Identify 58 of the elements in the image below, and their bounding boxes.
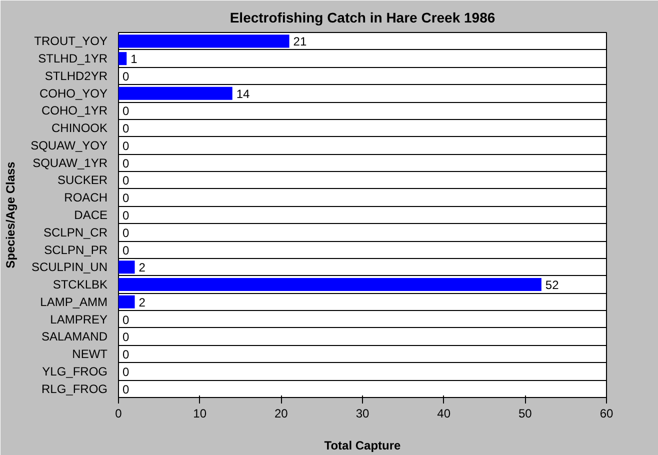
data-label: 0 [122, 208, 130, 222]
bar [118, 278, 542, 292]
y-tick-label: RLG_FROG [41, 382, 108, 396]
y-tick-label: LAMPREY [50, 312, 108, 326]
data-label: 0 [122, 226, 130, 240]
y-tick-label: LAMP_AMM [40, 294, 108, 309]
y-tick-label: SCULPIN_UN [31, 260, 108, 274]
chart-title: Electrofishing Catch in Hare Creek 1986 [230, 10, 496, 26]
y-tick-label: CHINOOK [51, 121, 108, 136]
y-tick-label: SQUAW_YOY [30, 138, 108, 152]
y-tick-label: STCKLBK [52, 278, 108, 292]
data-label: 52 [545, 278, 560, 292]
x-tick-label: 50 [518, 406, 532, 420]
data-label: 21 [293, 34, 307, 49]
y-tick-label: COHO_YOY [39, 86, 108, 100]
y-tick-label: SQUAW_1YR [32, 156, 108, 170]
x-tick-label: 10 [193, 406, 207, 420]
y-tick-label: TROUT_YOY [34, 34, 108, 48]
x-axis-title: Total Capture [324, 438, 402, 452]
bar [118, 260, 135, 274]
x-tick-label: 0 [115, 406, 122, 420]
y-tick-label: SALAMAND [41, 330, 108, 344]
y-tick-label: COHO_1YR [41, 104, 108, 118]
data-label: 0 [122, 243, 130, 258]
x-tick-label: 20 [274, 406, 288, 420]
y-axis-title: Species/Age Class [4, 161, 18, 268]
data-label: 0 [122, 364, 130, 379]
data-label: 2 [138, 260, 146, 275]
bar [118, 52, 127, 66]
data-label: 1 [130, 52, 138, 66]
y-tick-label: STLHD_1YR [38, 52, 108, 66]
data-label: 0 [122, 122, 130, 136]
data-label: 0 [122, 156, 130, 170]
data-label: 0 [122, 138, 130, 153]
data-label: 0 [122, 191, 130, 206]
data-label: 0 [122, 330, 130, 344]
data-label: 0 [122, 104, 130, 118]
y-tick-label: ROACH [64, 190, 108, 205]
y-tick-label: NEWT [72, 347, 108, 362]
data-label: 0 [122, 348, 130, 362]
data-label: 0 [122, 69, 130, 84]
bar [118, 86, 232, 100]
x-tick-label: 60 [600, 406, 614, 420]
bar [118, 34, 290, 48]
data-label: 14 [236, 86, 250, 101]
y-tick-label: STLHD2YR [44, 68, 108, 83]
y-tick-label: DACE [74, 208, 108, 222]
y-tick-label: SUCKER [57, 173, 108, 188]
bar [118, 295, 135, 308]
data-label: 2 [138, 295, 146, 310]
y-tick-label: YLG_FROG [42, 364, 108, 378]
data-label: 0 [122, 174, 130, 188]
data-label: 0 [122, 312, 130, 327]
y-tick-label: SCLPN_PR [44, 242, 108, 257]
data-label: 0 [122, 382, 130, 396]
x-tick-label: 40 [437, 406, 451, 420]
y-tick-label: SCLPN_CR [43, 225, 108, 240]
x-tick-label: 30 [356, 406, 370, 420]
